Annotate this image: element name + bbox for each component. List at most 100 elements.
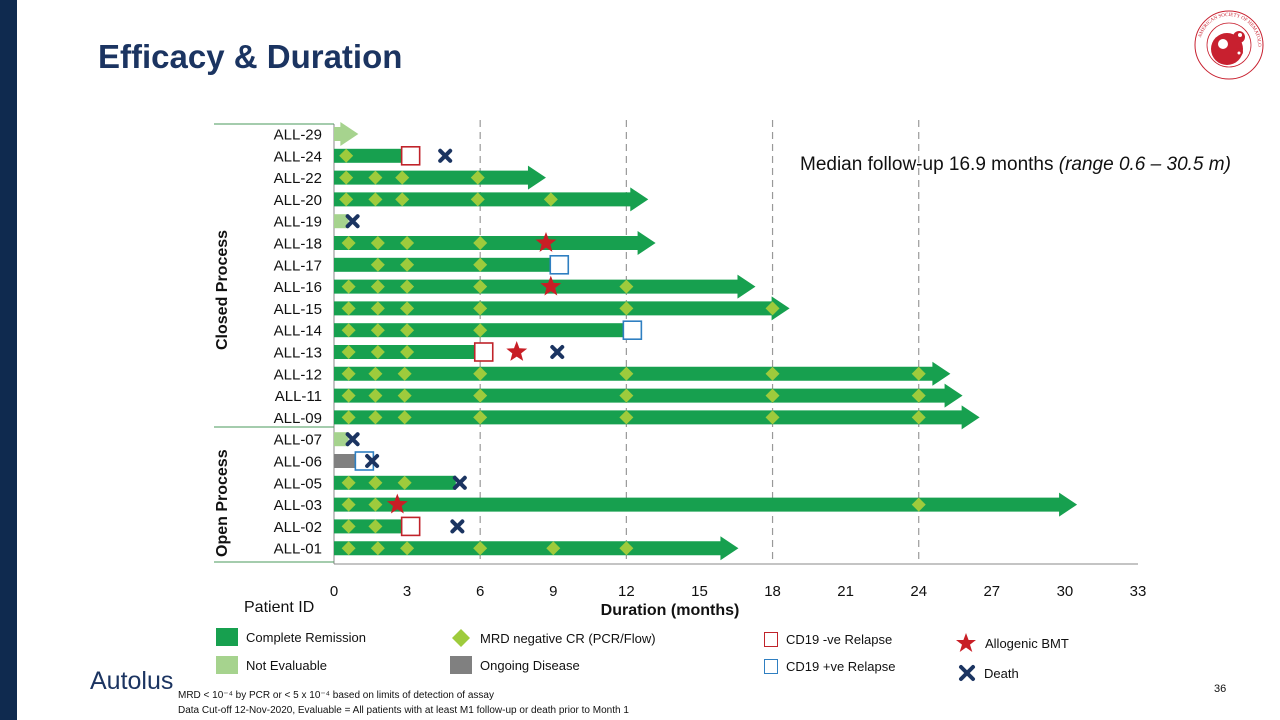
x-tick-label: 12: [618, 583, 635, 600]
response-bar: [334, 475, 456, 490]
response-bar: [334, 165, 546, 190]
footnote-cutoff: Data Cut-off 12-Nov-2020, Evaluable = Al…: [178, 705, 629, 716]
response-bar: [334, 257, 554, 272]
bmt-marker: [535, 232, 557, 252]
mrd-marker: [341, 497, 356, 512]
legend-swatch-ne: [216, 656, 238, 674]
legend-label: Ongoing Disease: [480, 657, 580, 673]
mrd-marker: [911, 497, 926, 512]
mrd-marker: [341, 388, 356, 403]
mrd-marker: [619, 279, 634, 294]
response-bar: [334, 296, 790, 321]
legend-label: MRD negative CR (PCR/Flow): [480, 630, 656, 646]
median-text: Median follow-up 16.9 months: [800, 154, 1059, 175]
patient-label: ALL-03: [274, 497, 322, 514]
mrd-marker: [470, 170, 485, 185]
mrd-marker: [619, 410, 634, 425]
legend-label: CD19 -ve Relapse: [786, 632, 893, 647]
legend-death: Death: [958, 664, 1019, 682]
mrd-marker: [473, 279, 488, 294]
mrd-marker: [543, 192, 558, 207]
patient-label: ALL-16: [274, 279, 322, 296]
x-tick-label: 27: [983, 583, 1000, 600]
patient-label: ALL-09: [274, 410, 322, 427]
cd19-pos-marker: [622, 320, 643, 341]
x-tick-label: 0: [330, 583, 338, 600]
mrd-marker: [368, 366, 383, 381]
mrd-marker: [370, 279, 385, 294]
death-marker: [438, 148, 453, 163]
patient-label: ALL-12: [274, 366, 322, 383]
mrd-marker: [470, 192, 485, 207]
legend-cd19-neg: CD19 -ve Relapse: [764, 632, 892, 647]
mrd-marker: [619, 541, 634, 556]
cd19-neg-marker: [400, 516, 421, 537]
patient-label: ALL-13: [274, 345, 322, 362]
mrd-marker: [370, 541, 385, 556]
mrd-marker: [370, 323, 385, 338]
patient-label: ALL-17: [274, 257, 322, 274]
patient-label: ALL-14: [274, 323, 322, 340]
x-tick-label: 30: [1057, 583, 1074, 600]
patient-label: ALL-05: [274, 475, 322, 492]
response-bar: [334, 148, 405, 163]
cd19-neg-marker: [400, 146, 421, 166]
mrd-marker: [397, 366, 412, 381]
patient-label: ALL-22: [274, 170, 322, 187]
patient-label: ALL-24: [274, 148, 322, 165]
mrd-marker: [397, 410, 412, 425]
legend-swatch-ongoing: [450, 656, 472, 674]
group-label-open: Open Process: [214, 449, 231, 557]
mrd-marker: [368, 519, 383, 534]
patient-label: ALL-18: [274, 236, 322, 253]
legend-swatch-cr: [216, 628, 238, 646]
mrd-marker: [546, 541, 561, 556]
slide-title: Efficacy & Duration: [98, 38, 403, 75]
mrd-marker: [400, 345, 415, 359]
response-bar: [334, 492, 1078, 517]
response-bar: [334, 536, 739, 561]
death-marker: [345, 214, 360, 229]
death-marker: [452, 475, 467, 490]
response-bar: [334, 361, 951, 386]
x-tick-label: 33: [1130, 583, 1147, 600]
patient-label: ALL-06: [274, 454, 322, 471]
patient-label: ALL-19: [274, 214, 322, 231]
legend-label: CD19 +ve Relapse: [786, 659, 896, 674]
star-icon: [956, 633, 976, 652]
cd19-pos-marker: [549, 255, 570, 275]
cross-icon: [959, 665, 975, 681]
legend-allo-bmt: Allogenic BMT: [955, 632, 1069, 654]
mrd-marker: [341, 410, 356, 425]
x-tick-label: 21: [837, 583, 854, 600]
bmt-marker: [506, 341, 528, 361]
mrd-marker: [368, 497, 383, 512]
x-tick-label: 15: [691, 583, 708, 600]
mrd-marker: [341, 301, 356, 316]
mrd-marker: [473, 323, 488, 338]
patient-label: ALL-02: [274, 519, 322, 536]
mrd-marker: [341, 236, 356, 250]
mrd-marker: [765, 366, 780, 381]
mrd-marker: [400, 236, 415, 250]
mrd-marker: [395, 192, 410, 207]
mrd-marker: [370, 236, 385, 250]
median-range: (range 0.6 – 30.5 m): [1058, 154, 1231, 175]
mrd-marker: [341, 323, 356, 338]
mrd-marker: [619, 301, 634, 316]
mrd-marker: [368, 410, 383, 425]
group-label-closed: Closed Process: [214, 229, 231, 350]
mrd-marker: [397, 388, 412, 403]
autolus-logo: Autolus: [90, 667, 174, 695]
mrd-marker: [341, 519, 356, 534]
legend-cd19-pos: CD19 +ve Relapse: [764, 659, 895, 674]
death-marker: [345, 432, 360, 447]
legend-label: Not Evaluable: [246, 657, 327, 673]
mrd-marker: [473, 257, 488, 272]
mrd-marker: [368, 475, 383, 490]
response-bar: [334, 122, 359, 146]
cd19-neg-marker: [473, 342, 494, 362]
mrd-marker: [339, 192, 354, 207]
x-tick-label: 9: [549, 583, 557, 600]
legend-ongoing-disease: Ongoing Disease: [450, 656, 580, 674]
